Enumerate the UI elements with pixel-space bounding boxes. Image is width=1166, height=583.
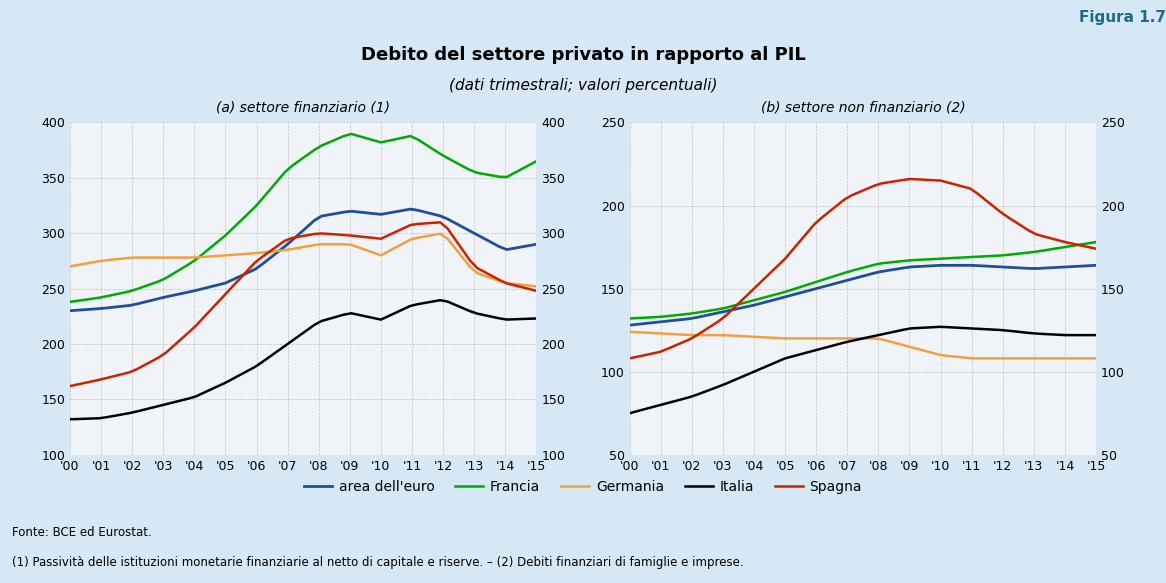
Text: (1) Passività delle istituzioni monetarie finanziarie al netto di capitale e ris: (1) Passività delle istituzioni monetari…	[12, 556, 743, 570]
Legend: area dell'euro, Francia, Germania, Italia, Spagna: area dell'euro, Francia, Germania, Itali…	[298, 474, 868, 500]
Title: (a) settore finanziario (1): (a) settore finanziario (1)	[216, 100, 391, 114]
Text: Figura 1.7: Figura 1.7	[1079, 10, 1166, 25]
Text: (dati trimestrali; valori percentuali): (dati trimestrali; valori percentuali)	[449, 78, 717, 93]
Text: Debito del settore privato in rapporto al PIL: Debito del settore privato in rapporto a…	[360, 45, 806, 64]
Text: Fonte: BCE ed Eurostat.: Fonte: BCE ed Eurostat.	[12, 526, 152, 539]
Title: (b) settore non finanziario (2): (b) settore non finanziario (2)	[760, 100, 965, 114]
